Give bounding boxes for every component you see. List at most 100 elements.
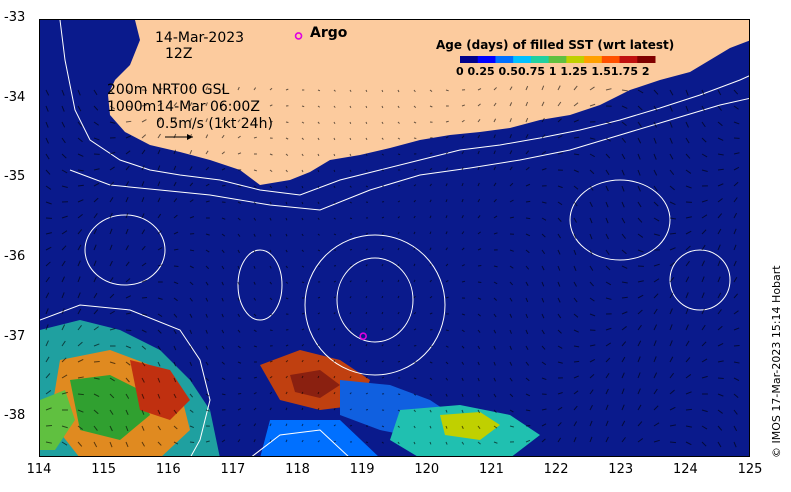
x-tick-label: 119 [349, 462, 375, 477]
current-vector [269, 391, 273, 395]
current-vector [237, 119, 241, 123]
current-vector [61, 340, 66, 347]
current-vector [541, 233, 546, 238]
contours [40, 20, 749, 456]
current-vector [637, 356, 641, 363]
current-vector [413, 425, 416, 429]
current-vector [381, 344, 384, 347]
current-vector [45, 89, 50, 96]
current-vector [301, 344, 304, 347]
current-vector [173, 248, 179, 251]
current-vector [77, 376, 84, 379]
current-vector [541, 249, 546, 255]
current-vector [381, 248, 384, 251]
current-vectors [45, 85, 740, 448]
current-vector [685, 425, 692, 428]
current-vector [397, 311, 400, 315]
x-tick-label: 115 [91, 462, 117, 477]
current-vector [621, 185, 625, 192]
current-vector [109, 425, 113, 432]
current-vector [589, 169, 595, 175]
south-contour [251, 429, 349, 456]
current-vector [189, 409, 194, 413]
current-vector [557, 101, 562, 107]
current-vector [237, 439, 241, 443]
current-vector [493, 329, 497, 334]
current-vector [429, 167, 433, 171]
current-vector [461, 409, 464, 414]
current-vector [365, 169, 368, 172]
current-vector [621, 296, 628, 299]
current-vector [173, 409, 178, 414]
current-vector [61, 292, 65, 299]
current-vector [109, 151, 116, 155]
current-vector [461, 104, 466, 107]
current-vector [301, 249, 304, 252]
current-vector [413, 295, 416, 299]
current-vector [237, 423, 241, 427]
current-vector [365, 185, 369, 188]
current-vector [557, 313, 562, 319]
current-vector [109, 260, 113, 267]
current-vector [109, 181, 115, 187]
current-vector [381, 89, 384, 93]
current-vector [685, 89, 689, 96]
current-vector [413, 377, 417, 380]
current-vector [653, 233, 660, 237]
current-vector [637, 249, 644, 253]
current-vector [413, 393, 417, 396]
current-vector [701, 260, 705, 267]
current-vector [189, 249, 195, 252]
current-vector [253, 345, 257, 348]
current-vector [541, 217, 547, 221]
current-vector [77, 105, 82, 112]
current-vector [397, 328, 400, 331]
current-vector [669, 292, 674, 299]
current-vector [221, 217, 226, 220]
current-vector [461, 231, 465, 235]
current-vector [381, 376, 385, 379]
current-vector [189, 150, 193, 155]
current-vector [285, 169, 288, 173]
current-vector [333, 280, 337, 283]
current-vector [301, 391, 304, 395]
current-vector [621, 420, 626, 427]
y-tick-label: -38 [4, 408, 26, 424]
current-vector [717, 377, 724, 380]
current-vector [317, 185, 320, 189]
current-vector [637, 421, 643, 427]
current-vector [381, 279, 384, 283]
current-vector [589, 233, 593, 240]
current-vector [733, 425, 738, 432]
current-vector [349, 89, 352, 92]
current-vector [93, 260, 97, 267]
current-vector [93, 441, 98, 448]
current-vector [445, 393, 448, 397]
current-vector [477, 361, 480, 366]
current-vector [333, 153, 336, 157]
current-vector [93, 213, 98, 219]
current-vector [237, 201, 242, 204]
current-vector [45, 153, 50, 160]
current-vector [365, 89, 368, 93]
current-vector [221, 424, 226, 427]
current-vector [317, 137, 320, 141]
current-vector [557, 85, 561, 91]
current-vector [173, 441, 179, 445]
current-vector [717, 393, 724, 397]
current-vector [381, 105, 384, 109]
current-vector [381, 311, 384, 315]
current-vector [93, 228, 98, 235]
current-vector [285, 391, 288, 395]
current-vector [45, 424, 53, 427]
current-vector [45, 246, 52, 251]
current-vector [317, 440, 320, 443]
current-vector [157, 345, 162, 351]
current-vector [573, 185, 579, 190]
current-vector [317, 359, 320, 363]
current-vector [93, 425, 98, 431]
west-contour [40, 304, 211, 456]
current-vector [349, 121, 352, 125]
current-vector [333, 408, 336, 411]
current-vector [77, 260, 81, 267]
